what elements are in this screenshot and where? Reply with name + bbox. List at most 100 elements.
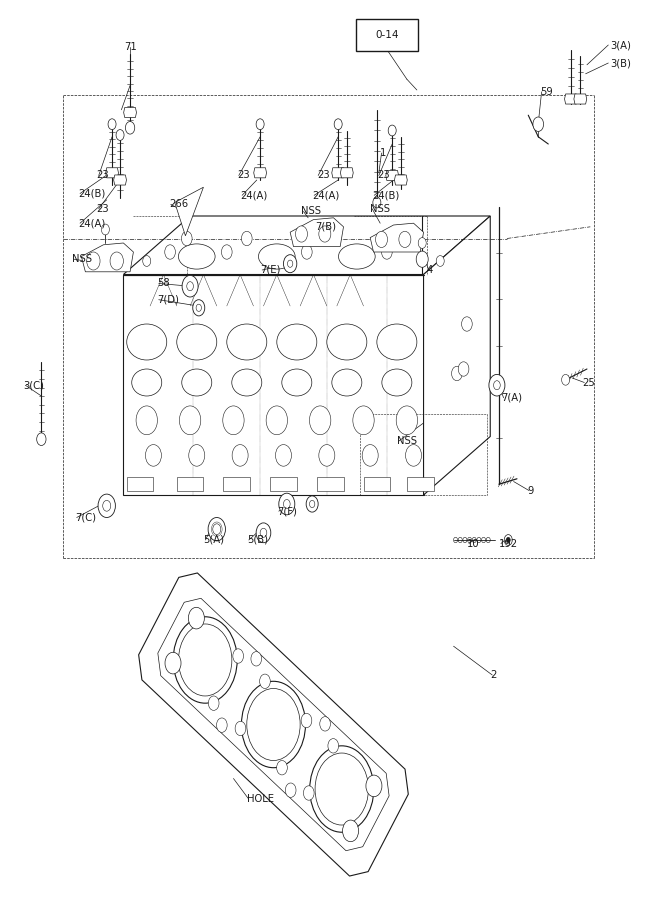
Circle shape (362, 445, 378, 466)
Circle shape (562, 374, 570, 385)
Ellipse shape (332, 369, 362, 396)
Text: 24(A): 24(A) (312, 190, 340, 201)
Circle shape (143, 256, 151, 266)
Circle shape (309, 406, 331, 435)
Text: 23: 23 (317, 170, 329, 181)
Text: 58: 58 (157, 278, 169, 289)
FancyBboxPatch shape (127, 477, 153, 491)
Circle shape (189, 445, 205, 466)
Circle shape (321, 231, 332, 246)
Text: 24(A): 24(A) (78, 218, 105, 229)
Text: 24(B): 24(B) (372, 190, 400, 201)
FancyBboxPatch shape (223, 477, 250, 491)
Text: 10: 10 (467, 538, 480, 549)
Circle shape (458, 362, 469, 376)
Circle shape (301, 714, 311, 728)
Circle shape (279, 493, 295, 515)
Circle shape (283, 255, 297, 273)
Circle shape (182, 275, 198, 297)
Ellipse shape (258, 244, 295, 269)
Circle shape (101, 224, 109, 235)
Circle shape (110, 252, 123, 270)
Circle shape (165, 245, 175, 259)
Circle shape (233, 649, 243, 663)
Circle shape (251, 652, 261, 666)
Circle shape (388, 125, 396, 136)
Polygon shape (340, 167, 354, 178)
Circle shape (382, 245, 392, 259)
Circle shape (208, 518, 225, 541)
Ellipse shape (377, 324, 417, 360)
Circle shape (416, 251, 428, 267)
Circle shape (217, 718, 227, 733)
Text: 7(A): 7(A) (502, 392, 522, 403)
Text: 23: 23 (237, 170, 249, 181)
Circle shape (256, 523, 271, 543)
Circle shape (319, 226, 331, 242)
FancyBboxPatch shape (364, 477, 390, 491)
Polygon shape (424, 216, 490, 495)
Circle shape (295, 226, 307, 242)
Polygon shape (105, 167, 119, 178)
Text: 3(B): 3(B) (610, 58, 631, 68)
Text: 0-14: 0-14 (375, 30, 399, 40)
Circle shape (179, 406, 201, 435)
Circle shape (136, 406, 157, 435)
Text: 266: 266 (169, 199, 188, 210)
FancyBboxPatch shape (270, 477, 297, 491)
Ellipse shape (382, 369, 412, 396)
Circle shape (506, 537, 510, 543)
Circle shape (241, 681, 305, 768)
Circle shape (108, 119, 116, 130)
Circle shape (406, 445, 422, 466)
Circle shape (221, 245, 232, 259)
Text: 7(C): 7(C) (75, 512, 95, 523)
Polygon shape (158, 598, 389, 850)
Polygon shape (123, 216, 490, 274)
FancyBboxPatch shape (407, 477, 434, 491)
Circle shape (165, 652, 181, 674)
Circle shape (303, 786, 314, 800)
Ellipse shape (327, 324, 367, 360)
Ellipse shape (177, 324, 217, 360)
Circle shape (370, 778, 380, 792)
Circle shape (402, 231, 412, 246)
Text: 23: 23 (377, 170, 390, 181)
Polygon shape (123, 107, 137, 118)
Circle shape (191, 609, 202, 624)
Circle shape (373, 197, 381, 208)
Ellipse shape (227, 324, 267, 360)
Text: 5(A): 5(A) (203, 535, 224, 545)
Text: 7(D): 7(D) (157, 294, 179, 305)
Circle shape (319, 445, 335, 466)
Circle shape (173, 616, 237, 703)
Circle shape (266, 406, 287, 435)
Text: 24(A): 24(A) (240, 190, 267, 201)
Ellipse shape (127, 324, 167, 360)
Circle shape (285, 783, 296, 797)
Polygon shape (386, 170, 399, 181)
Polygon shape (139, 573, 408, 876)
Circle shape (235, 721, 246, 735)
Circle shape (489, 374, 505, 396)
Circle shape (232, 445, 248, 466)
Circle shape (504, 535, 512, 545)
Circle shape (145, 445, 161, 466)
Circle shape (256, 119, 264, 130)
Text: 23: 23 (97, 170, 109, 181)
Circle shape (306, 496, 318, 512)
Circle shape (277, 760, 287, 775)
Ellipse shape (181, 369, 211, 396)
Text: 3(C): 3(C) (23, 380, 44, 391)
Circle shape (223, 406, 244, 435)
Text: NSS: NSS (397, 436, 417, 446)
Circle shape (259, 674, 270, 688)
Ellipse shape (232, 369, 261, 396)
Circle shape (418, 238, 426, 248)
Circle shape (345, 825, 356, 840)
Polygon shape (370, 223, 424, 252)
Circle shape (208, 696, 219, 710)
Text: NSS: NSS (72, 254, 92, 265)
Ellipse shape (178, 244, 215, 269)
Ellipse shape (277, 324, 317, 360)
